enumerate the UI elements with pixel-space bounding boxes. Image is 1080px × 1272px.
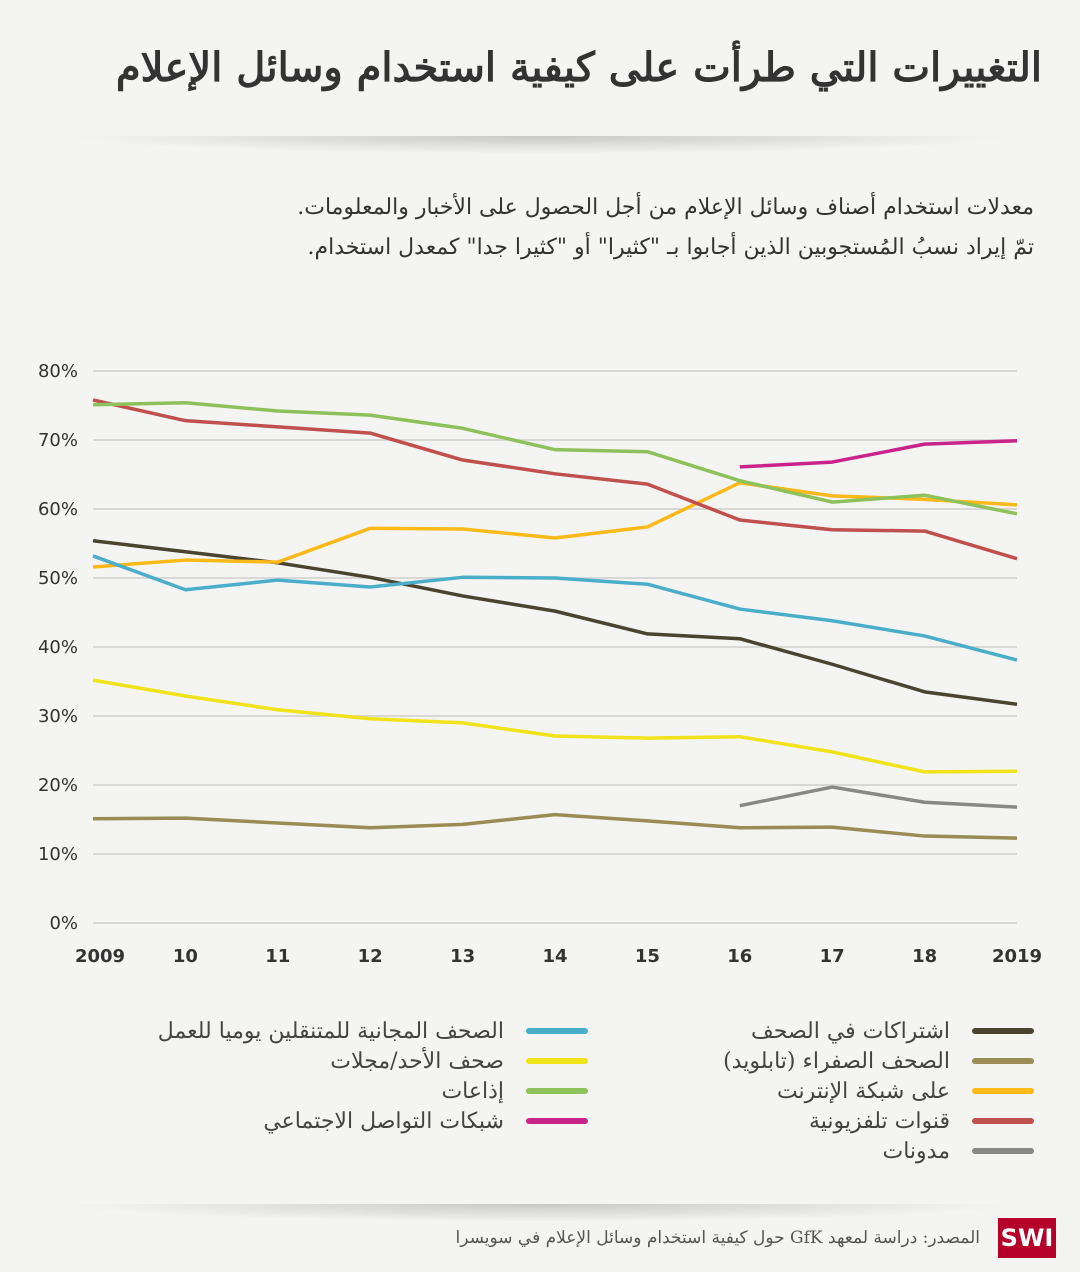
legend-swatch bbox=[972, 1058, 1034, 1064]
x-tick-label: 16 bbox=[727, 946, 752, 967]
legend-item: إذاعات bbox=[158, 1076, 588, 1106]
y-tick-label: 30% bbox=[38, 706, 78, 727]
y-tick-label: 20% bbox=[38, 775, 78, 796]
series-line bbox=[739, 785, 1018, 809]
subtitle-line: تمّ إيراد نسبُ المُستجوبين الذين أجابوا … bbox=[307, 235, 1034, 260]
legend-item: الصحف الصفراء (تابلويد) bbox=[723, 1046, 1034, 1076]
legend-swatch bbox=[972, 1028, 1034, 1034]
legend-label: شبكات التواصل الاجتماعي bbox=[263, 1108, 504, 1134]
y-tick-label: 80% bbox=[38, 361, 78, 382]
x-tick-label: 2009 bbox=[75, 946, 125, 967]
subtitle-line: معدلات استخدام أصناف وسائل الإعلام من أج… bbox=[297, 195, 1034, 220]
legend-label: على شبكة الإنترنت bbox=[776, 1078, 950, 1104]
line-chart: 0% 10% 20% 30% 40% 50% 60% 70% 80% 2009 10 11 12 13 14… bbox=[38, 361, 1042, 967]
x-tick-label: 14 bbox=[542, 946, 567, 967]
x-tick-label: 18 bbox=[912, 946, 937, 967]
series-line bbox=[92, 812, 1018, 840]
legend-swatch bbox=[526, 1058, 588, 1064]
legend-swatch bbox=[972, 1088, 1034, 1094]
legend-label: مدونات bbox=[882, 1138, 951, 1164]
swi-logo: SWI bbox=[998, 1218, 1056, 1258]
x-tick-label: 11 bbox=[265, 946, 290, 967]
legend-label: صحف الأحد/مجلات bbox=[330, 1048, 504, 1074]
page-title: التغييرات التي طرأت على كيفية استخدام وس… bbox=[115, 44, 1042, 91]
y-tick-label: 60% bbox=[38, 499, 78, 520]
legend-label: إذاعات bbox=[441, 1078, 504, 1104]
x-tick-label: 2019 bbox=[992, 946, 1042, 967]
legend-item: على شبكة الإنترنت bbox=[723, 1076, 1034, 1106]
y-tick-label: 0% bbox=[49, 913, 78, 934]
legend-right: اشتراكات في الصحف الصحف الصفراء (تابلويد)… bbox=[723, 1016, 1034, 1166]
series-line bbox=[92, 554, 1018, 662]
series-line bbox=[92, 400, 1018, 516]
x-tick-label: 17 bbox=[820, 946, 845, 967]
legend-swatch bbox=[972, 1118, 1034, 1124]
source-note: المصدر: دراسة لمعهد GfK حول كيفية استخدا… bbox=[455, 1228, 980, 1248]
legend-swatch bbox=[526, 1028, 588, 1034]
legend-swatch bbox=[972, 1148, 1034, 1154]
legend-label: الصحف الصفراء (تابلويد) bbox=[723, 1048, 950, 1074]
y-tick-label: 50% bbox=[38, 568, 78, 589]
subtitle: معدلات استخدام أصناف وسائل الإعلام من أج… bbox=[74, 188, 1034, 268]
series-line bbox=[92, 539, 1018, 707]
x-tick-label: 13 bbox=[450, 946, 475, 967]
y-tick-label: 40% bbox=[38, 637, 78, 658]
series-line bbox=[92, 481, 1018, 569]
legend-left: الصحف المجانية للمتنقلين يوميا للعمل صحف … bbox=[158, 1016, 588, 1136]
y-tick-label: 70% bbox=[38, 430, 78, 451]
x-tick-label: 12 bbox=[358, 946, 383, 967]
legend-item: اشتراكات في الصحف bbox=[723, 1016, 1034, 1046]
legend-label: الصحف المجانية للمتنقلين يوميا للعمل bbox=[157, 1018, 504, 1044]
x-tick-label: 10 bbox=[173, 946, 198, 967]
divider bbox=[60, 1204, 1020, 1222]
legend-label: اشتراكات في الصحف bbox=[750, 1018, 950, 1044]
series-line bbox=[92, 678, 1018, 774]
series-line bbox=[92, 398, 1018, 561]
legend-label: قنوات تلفزيونية bbox=[808, 1108, 950, 1134]
legend-item: قنوات تلفزيونية bbox=[723, 1106, 1034, 1136]
legend-item: شبكات التواصل الاجتماعي bbox=[158, 1106, 588, 1136]
legend-swatch bbox=[526, 1088, 588, 1094]
legend-item: الصحف المجانية للمتنقلين يوميا للعمل bbox=[158, 1016, 588, 1046]
series-line bbox=[739, 438, 1018, 469]
legend-swatch bbox=[526, 1118, 588, 1124]
legend-item: مدونات bbox=[723, 1136, 1034, 1166]
divider bbox=[60, 136, 1020, 154]
y-tick-label: 10% bbox=[38, 844, 78, 865]
x-tick-label: 15 bbox=[635, 946, 660, 967]
legend-item: صحف الأحد/مجلات bbox=[158, 1046, 588, 1076]
